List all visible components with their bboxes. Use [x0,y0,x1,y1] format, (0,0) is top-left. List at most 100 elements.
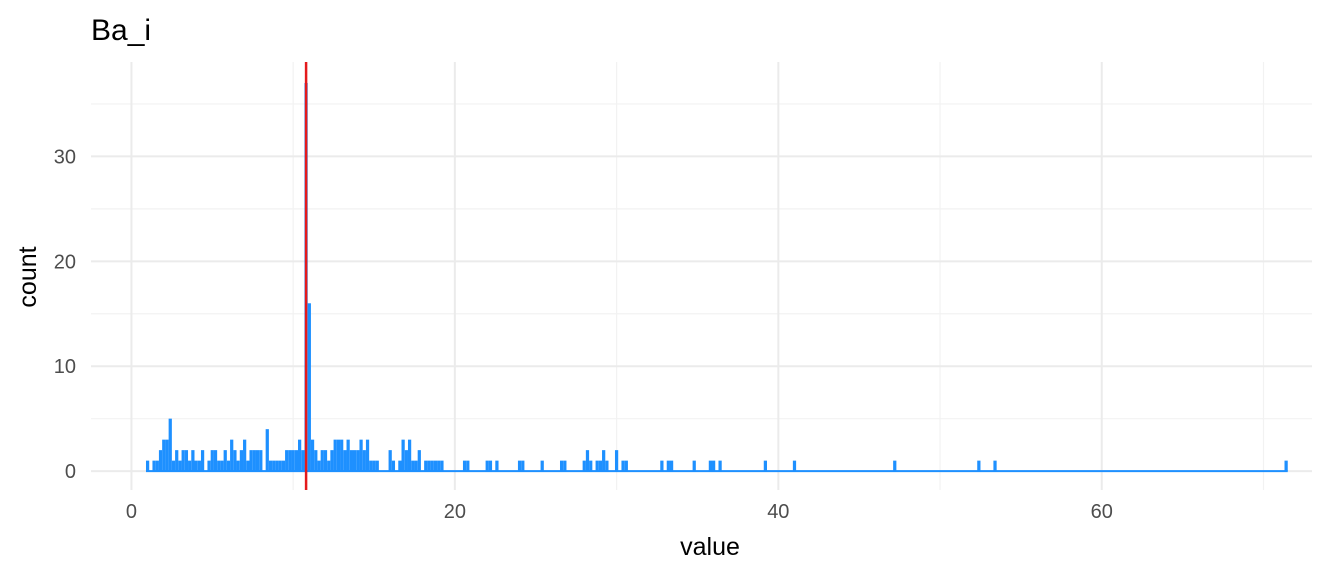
histogram-bar [1284,460,1288,472]
histogram-bar [178,460,182,472]
histogram-bar [285,450,289,472]
histogram-bar [327,460,331,472]
histogram-bar [158,450,163,472]
histogram-bar [666,460,670,472]
histogram-bar [255,450,260,472]
x-axis-title: value [680,533,740,561]
histogram-bar [589,460,593,472]
histogram-bar [621,460,625,472]
histogram-bar [298,439,302,472]
histogram-bar [375,460,379,472]
histogram-bar [307,303,311,472]
histogram-bar [595,460,599,472]
y-axis-title: count [14,246,42,307]
histogram-bar [352,450,357,472]
histogram-bar [430,460,434,472]
histogram-bar [171,460,176,472]
histogram-bar [424,460,428,472]
histogram-bar [977,460,981,472]
zero-count-baseline [145,470,1288,473]
histogram-bar [333,439,337,472]
y-tick-label: 30 [54,146,76,168]
histogram-bar [669,460,674,472]
histogram-bar [210,450,214,472]
histogram-bar [602,450,606,472]
histogram-bar [388,450,392,472]
x-tick-label: 20 [444,501,466,523]
histogram-bar [320,450,324,472]
histogram-bar [356,450,360,472]
histogram-bar [301,450,305,472]
histogram-bar [540,460,544,472]
histogram-bar [365,439,370,472]
histogram-bar [391,460,396,472]
histogram-bar [605,460,609,472]
histogram-bar [372,460,376,472]
histogram-bar [217,460,221,472]
y-tick-label: 0 [65,461,76,483]
histogram-bar [294,450,299,472]
histogram-bar [792,460,797,472]
histogram-bar [184,450,189,472]
histogram-bar [893,460,897,472]
histogram-bar [343,450,347,472]
histogram-bar [404,450,408,472]
histogram-bar [349,450,353,472]
x-tick-label: 0 [126,501,137,523]
histogram-bar [433,460,438,472]
histogram-bar [401,439,405,472]
histogram-bar [993,460,997,472]
histogram-bar [236,460,240,472]
histogram-bar [495,460,499,472]
histogram-bar [281,460,286,472]
histogram-bar [660,460,664,472]
histogram-bar [145,460,150,472]
histogram-bar [168,418,172,472]
histogram-bar [466,460,470,472]
histogram-bars [145,82,1288,473]
histogram-bar [239,450,244,472]
histogram-bar [708,460,713,472]
histogram-bar [398,460,402,472]
histogram-bar [233,450,237,472]
y-axis-tick-labels: 0 10 20 30 [54,146,76,483]
x-tick-label: 40 [767,501,789,523]
histogram-bar [407,439,412,472]
histogram-bar [763,460,767,472]
histogram-bar [411,460,415,472]
histogram-bar [582,460,586,472]
minor-gridlines [91,62,1312,490]
histogram-bar [191,450,195,472]
histogram-bar [194,460,198,472]
histogram-bar [585,450,590,472]
x-axis-tick-labels: 0 20 40 60 [126,501,1113,523]
histogram-bar [162,439,166,472]
histogram-bar [181,450,185,472]
histogram-bar [246,460,250,472]
histogram-bar [427,460,431,472]
histogram-bar [517,460,522,472]
y-tick-label: 20 [54,251,76,273]
histogram-bar [249,450,253,472]
major-gridlines [91,62,1312,490]
histogram-bar [614,450,619,472]
histogram-bar [226,460,231,472]
histogram-bar [369,460,373,472]
histogram-bar [563,460,567,472]
histogram-bar [317,460,321,472]
histogram-bar [223,450,227,472]
x-tick-label: 60 [1091,501,1113,523]
histogram-bar [330,450,334,472]
histogram-bar [220,460,224,472]
histogram-bar [598,460,603,472]
histogram-bar [336,439,341,472]
histogram-bar [152,460,156,472]
histogram-bar [521,460,525,472]
histogram-bar [462,460,467,472]
histogram-bar [624,460,628,472]
histogram-bar [718,460,722,472]
histogram-bar [278,460,282,472]
histogram-bar [323,450,328,472]
histogram-bar [165,439,169,472]
